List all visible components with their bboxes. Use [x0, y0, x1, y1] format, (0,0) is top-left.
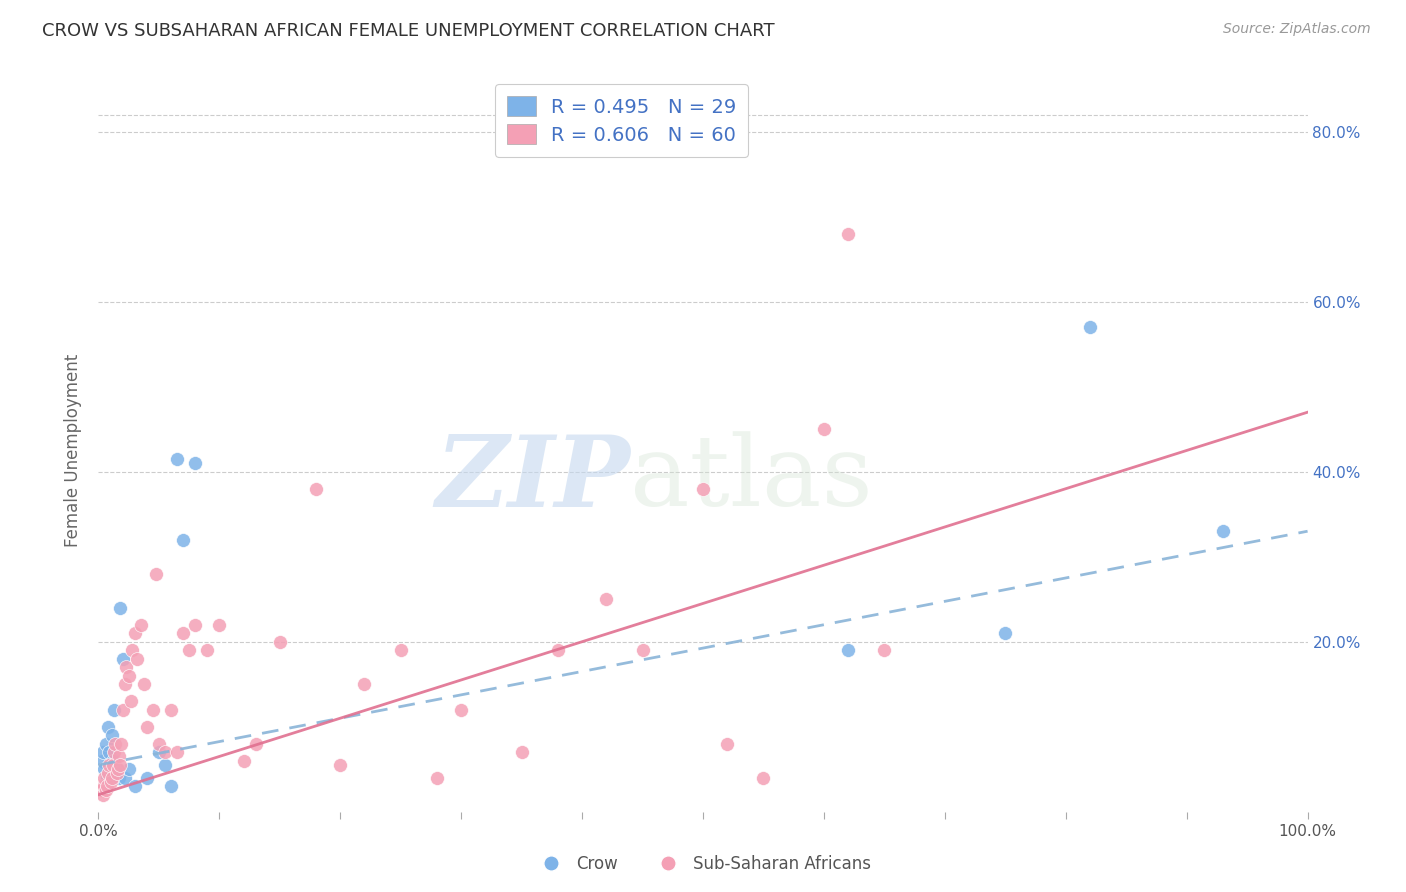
Point [135, 771, 157, 785]
Point [692, 482, 714, 496]
Point [127, 651, 149, 665]
Point [94, 737, 117, 751]
Point [90, 779, 112, 793]
Point [118, 669, 141, 683]
Point [101, 758, 124, 772]
Point [450, 703, 472, 717]
Point [145, 566, 167, 581]
Point [110, 737, 132, 751]
Point [118, 762, 141, 776]
Point [994, 626, 1017, 640]
Point [101, 754, 124, 768]
Point [108, 758, 131, 772]
Point [94, 783, 117, 797]
Point [184, 456, 207, 470]
Point [97, 766, 120, 780]
Point [166, 745, 188, 759]
Y-axis label: Female Unemployment: Female Unemployment [65, 354, 83, 547]
Point [91, 788, 114, 802]
Point [142, 703, 165, 717]
Point [100, 728, 122, 742]
Point [873, 643, 896, 657]
Text: Source: ZipAtlas.com: Source: ZipAtlas.com [1223, 22, 1371, 37]
Point [813, 422, 835, 436]
Text: CROW VS SUBSAHARAN AFRICAN FEMALE UNEMPLOYMENT CORRELATION CHART: CROW VS SUBSAHARAN AFRICAN FEMALE UNEMPL… [42, 22, 775, 40]
Point [148, 737, 170, 751]
Point [121, 643, 143, 657]
Point [111, 651, 134, 665]
Point [91, 745, 114, 759]
Point [96, 779, 118, 793]
Point [510, 745, 533, 759]
Point [631, 643, 654, 657]
Point [716, 737, 738, 751]
Point [426, 771, 449, 785]
Point [108, 771, 131, 785]
Legend: Crow, Sub-Saharan Africans: Crow, Sub-Saharan Africans [529, 848, 877, 880]
Point [179, 643, 201, 657]
Point [104, 737, 127, 751]
Legend: R = 0.495   N = 29, R = 0.606   N = 60: R = 0.495 N = 29, R = 0.606 N = 60 [495, 85, 748, 157]
Point [153, 745, 176, 759]
Point [124, 626, 146, 640]
Point [105, 762, 128, 776]
Point [148, 745, 170, 759]
Point [160, 779, 183, 793]
Point [134, 677, 156, 691]
Point [269, 634, 291, 648]
Point [595, 592, 617, 607]
Point [91, 754, 114, 768]
Point [111, 703, 134, 717]
Point [103, 703, 125, 717]
Point [114, 771, 136, 785]
Point [105, 766, 128, 780]
Point [108, 600, 131, 615]
Point [97, 720, 120, 734]
Point [100, 762, 122, 776]
Point [837, 643, 859, 657]
Point [115, 660, 138, 674]
Point [160, 703, 183, 717]
Point [114, 677, 136, 691]
Point [1212, 524, 1234, 539]
Point [353, 677, 375, 691]
Point [98, 745, 121, 759]
Point [329, 758, 352, 772]
Point [389, 643, 412, 657]
Text: atlas: atlas [630, 432, 873, 527]
Point [166, 452, 188, 467]
Text: ZIP: ZIP [436, 431, 630, 527]
Point [98, 758, 121, 772]
Point [93, 771, 115, 785]
Point [96, 771, 118, 785]
Point [103, 745, 125, 759]
Point [195, 643, 218, 657]
Point [547, 643, 569, 657]
Point [100, 775, 122, 789]
Point [153, 758, 176, 772]
Point [245, 737, 267, 751]
Point [172, 626, 194, 640]
Point [93, 779, 115, 793]
Point [305, 482, 328, 496]
Point [107, 762, 129, 776]
Point [129, 617, 152, 632]
Point [124, 779, 146, 793]
Point [837, 227, 859, 241]
Point [752, 771, 775, 785]
Point [93, 762, 115, 776]
Point [208, 617, 231, 632]
Point [184, 617, 207, 632]
Point [91, 783, 114, 797]
Point [120, 694, 142, 708]
Point [135, 720, 157, 734]
Point [108, 749, 131, 764]
Point [1078, 320, 1101, 334]
Point [232, 754, 254, 768]
Point [100, 771, 122, 785]
Point [172, 533, 194, 547]
